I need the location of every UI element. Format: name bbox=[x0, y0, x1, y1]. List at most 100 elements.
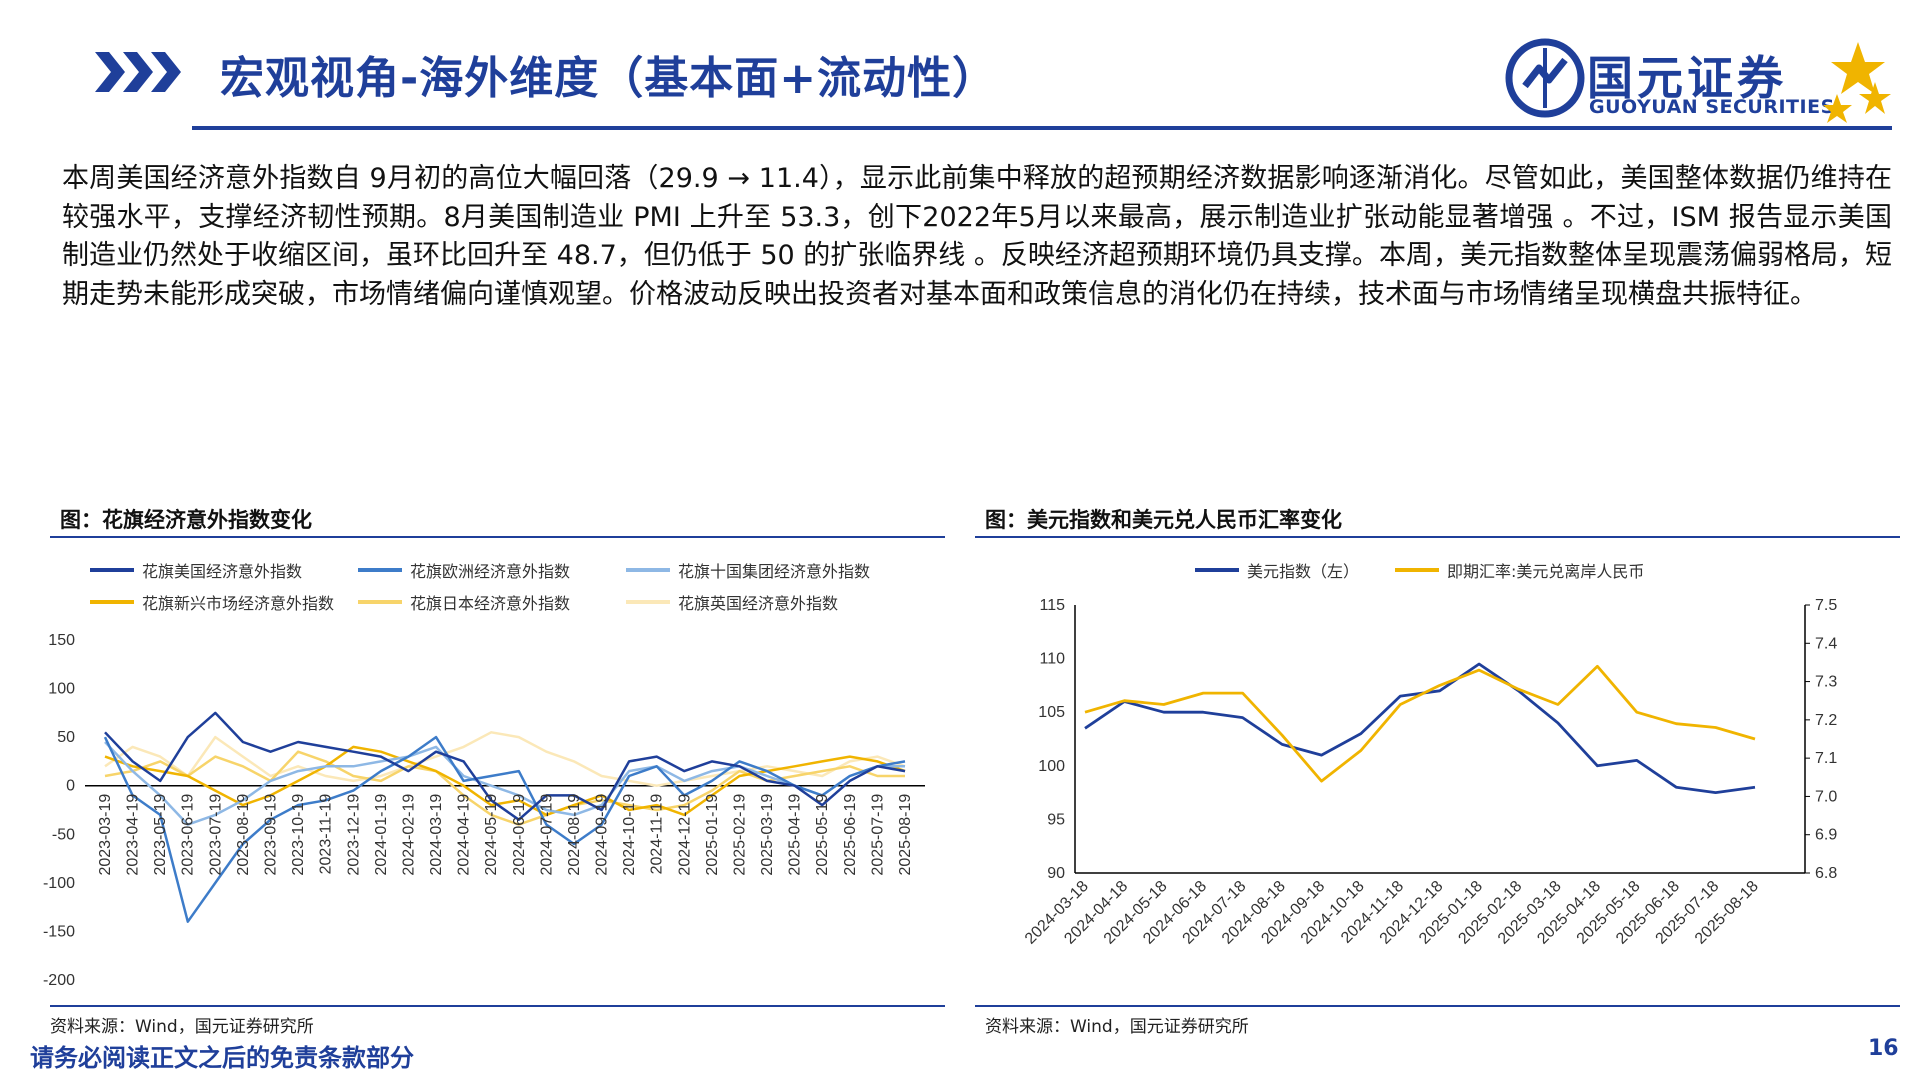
x-tick-label: 2023-11-19 bbox=[318, 794, 335, 875]
x-tick-label: 2025-02-19 bbox=[731, 794, 748, 876]
y-tick-label: -200 bbox=[43, 972, 75, 989]
legend-item: 花旗欧洲经济意外指数 bbox=[358, 558, 570, 582]
logo-emblem-icon bbox=[1505, 38, 1585, 118]
left-y-tick-label: 115 bbox=[1039, 597, 1065, 614]
series-line bbox=[104, 711, 906, 821]
x-tick-label: 2024-09-19 bbox=[594, 794, 611, 876]
header-divider bbox=[192, 126, 1892, 130]
left-y-tick-label: 95 bbox=[1047, 811, 1065, 828]
summary-paragraph: 本周美国经济意外指数自 9月初的高位大幅回落（29.9 → 11.4），显示此前… bbox=[62, 163, 1892, 310]
right-source-rule bbox=[975, 1005, 1900, 1007]
x-tick-label: 2025-04-19 bbox=[787, 794, 804, 876]
x-tick-label: 2023-08-19 bbox=[235, 794, 252, 876]
legend-swatch bbox=[358, 600, 402, 604]
x-tick-label: 2025-06-19 bbox=[842, 794, 859, 876]
x-tick-label: 2025-07-19 bbox=[869, 794, 886, 876]
x-tick-label: 2024-06-19 bbox=[511, 794, 528, 876]
x-tick-label: 2023-07-19 bbox=[207, 794, 224, 876]
legend-label: 花旗美国经济意外指数 bbox=[142, 562, 303, 581]
right-y-tick-label: 7.5 bbox=[1815, 597, 1837, 614]
legend-swatch bbox=[1195, 568, 1239, 572]
left-y-tick-label: 105 bbox=[1038, 704, 1065, 721]
disclaimer-text: 请务必阅读正文之后的免责条款部分 bbox=[30, 1044, 414, 1072]
right-y-tick-label: 7.1 bbox=[1815, 750, 1837, 767]
logo-stars-icon bbox=[1823, 42, 1891, 123]
series-line bbox=[1084, 664, 1756, 783]
right-y-tick-label: 7.4 bbox=[1815, 635, 1837, 652]
legend-label: 花旗日本经济意外指数 bbox=[410, 594, 571, 613]
series-line bbox=[1084, 662, 1756, 795]
x-tick-label: 2024-01-19 bbox=[373, 794, 390, 876]
legend-item: 花旗十国集团经济意外指数 bbox=[626, 558, 870, 582]
right-y-tick-label: 7.2 bbox=[1815, 712, 1837, 729]
y-tick-label: -50 bbox=[52, 826, 75, 843]
legend-label: 美元指数（左） bbox=[1247, 562, 1360, 581]
left-y-tick-label: 100 bbox=[1038, 758, 1065, 775]
x-tick-label: 2024-04-19 bbox=[456, 794, 473, 876]
left-chart-title-rule bbox=[50, 536, 945, 538]
right-chart-title: 图：美元指数和美元兑人民币汇率变化 bbox=[985, 508, 1342, 532]
legend-swatch bbox=[90, 568, 134, 572]
legend-swatch bbox=[90, 600, 134, 604]
x-tick-label: 2023-03-19 bbox=[97, 794, 114, 876]
legend-item: 即期汇率:美元兑离岸人民币 bbox=[1395, 558, 1644, 582]
left-chart-plot: 150 100 50 0 -50 -100 -150 -200 2023-03-19 2023-0… bbox=[43, 632, 925, 989]
logo-english-text: GUOYUAN SECURITIES bbox=[1589, 96, 1835, 118]
legend-swatch bbox=[358, 568, 402, 572]
left-y-tick-label: 110 bbox=[1039, 651, 1065, 668]
right-y-tick-label: 7.0 bbox=[1815, 788, 1837, 805]
legend-swatch bbox=[626, 568, 670, 572]
x-tick-label: 2024-10-19 bbox=[621, 794, 638, 876]
legend-label: 即期汇率:美元兑离岸人民币 bbox=[1447, 562, 1645, 581]
legend-item: 花旗日本经济意外指数 bbox=[358, 590, 570, 614]
guoyuan-logo: 国元证券 GUOYUAN SECURITIES bbox=[1505, 32, 1900, 123]
x-tick-label: 2024-03-19 bbox=[428, 794, 445, 876]
logo-chinese-text: 国元证券 bbox=[1587, 51, 1787, 105]
legend-label: 花旗欧洲经济意外指数 bbox=[410, 562, 571, 581]
y-tick-label: -150 bbox=[43, 923, 75, 940]
x-tick-label: 2023-04-19 bbox=[125, 794, 142, 876]
right-y-tick-label: 7.3 bbox=[1815, 674, 1837, 691]
legend-swatch bbox=[1395, 568, 1439, 572]
x-tick-label: 2024-02-19 bbox=[400, 794, 417, 876]
series-line bbox=[103, 735, 906, 923]
x-tick-label: 2025-03-19 bbox=[759, 794, 776, 876]
x-tick-label: 2025-05-19 bbox=[814, 794, 831, 876]
slide-header: 宏观视角-海外维度（基本面+流动性） 国元证券 GUOYUAN SECURITI… bbox=[0, 0, 1920, 140]
x-tick-label: 2024-07-19 bbox=[538, 794, 555, 876]
legend-item: 花旗新兴市场经济意外指数 bbox=[90, 590, 334, 614]
legend-label: 花旗新兴市场经济意外指数 bbox=[142, 594, 335, 613]
x-tick-label: 2023-10-19 bbox=[290, 794, 307, 876]
x-tick-label: 2023-06-19 bbox=[180, 794, 197, 876]
x-tick-label: 2025-01-19 bbox=[704, 794, 721, 876]
left-chart-title: 图：花旗经济意外指数变化 bbox=[60, 508, 312, 532]
chevron-arrows-icon bbox=[95, 52, 181, 92]
page-title: 宏观视角-海外维度（基本面+流动性） bbox=[220, 53, 998, 104]
right-chart-plot: 115 110 105 100 95 90 7.5 7.4 7.3 7.2 7.1 7.0 6.9 6.8… bbox=[1022, 597, 1837, 948]
legend-item: 美元指数（左） bbox=[1195, 558, 1359, 582]
left-chart-legend: 花旗美国经济意外指数 花旗欧洲经济意外指数 花旗十国集团经济意外指数花旗新兴市场经济… bbox=[90, 558, 940, 618]
series-line bbox=[104, 750, 905, 826]
x-tick-label: 2023-12-19 bbox=[345, 794, 362, 876]
right-chart-source: 资料来源：Wind，国元证券研究所 bbox=[985, 1017, 1249, 1037]
right-y-tick-label: 6.9 bbox=[1815, 827, 1837, 844]
y-tick-label: -100 bbox=[43, 875, 75, 892]
x-tick-label: 2024-12-19 bbox=[676, 794, 693, 876]
legend-item: 花旗英国经济意外指数 bbox=[626, 590, 838, 614]
y-tick-label: 0 bbox=[66, 778, 75, 795]
right-y-tick-label: 6.8 bbox=[1815, 865, 1837, 882]
right-chart-legend: 美元指数（左） 即期汇率:美元兑离岸人民币 bbox=[1195, 558, 1895, 588]
left-chart-source: 资料来源：Wind，国元证券研究所 bbox=[50, 1017, 314, 1037]
page-number: 16 bbox=[1868, 1036, 1899, 1061]
x-tick-label: 2024-05-19 bbox=[483, 794, 500, 876]
left-y-tick-label: 90 bbox=[1047, 865, 1065, 882]
x-tick-label: 2024-08-19 bbox=[566, 794, 583, 876]
x-tick-label: 2025-08-19 bbox=[897, 794, 914, 876]
y-tick-label: 50 bbox=[57, 729, 75, 746]
x-tick-label: 2023-05-19 bbox=[152, 794, 169, 876]
y-tick-label: 100 bbox=[48, 681, 75, 698]
x-tick-label: 2023-09-19 bbox=[263, 794, 280, 876]
series-line bbox=[104, 741, 905, 826]
series-line bbox=[104, 731, 906, 787]
legend-label: 花旗英国经济意外指数 bbox=[678, 594, 839, 613]
